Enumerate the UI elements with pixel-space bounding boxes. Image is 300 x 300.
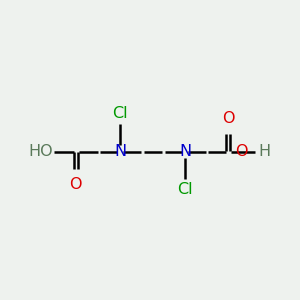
- Text: N: N: [114, 144, 126, 159]
- Text: Cl: Cl: [112, 106, 128, 121]
- Text: Cl: Cl: [177, 182, 193, 197]
- Text: O: O: [222, 111, 234, 126]
- Text: N: N: [179, 144, 191, 159]
- Text: HO: HO: [29, 144, 53, 159]
- Text: O: O: [235, 144, 248, 159]
- Text: O: O: [70, 177, 82, 192]
- Text: H: H: [258, 144, 270, 159]
